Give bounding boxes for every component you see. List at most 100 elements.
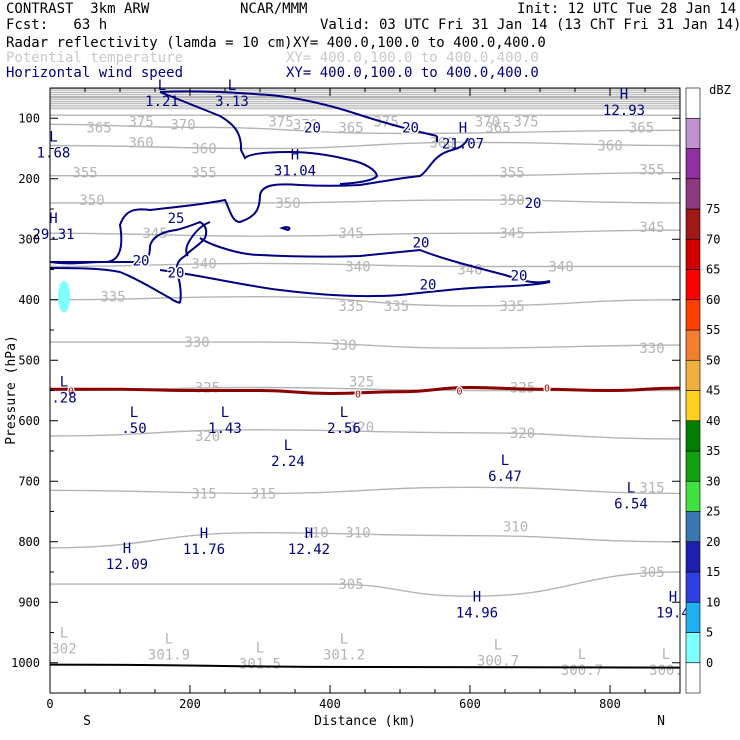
theta-label: 315 [639,480,664,496]
legend-swatch [685,480,701,512]
legend-level-label: 70 [706,232,720,246]
theta-contour-350 [49,199,681,204]
extremum-value: 21.07 [442,136,484,152]
extremum-type: L [578,647,586,663]
theta-label: 310 [345,526,370,542]
theta-contour-320 [49,429,681,440]
terrain-line [49,663,681,669]
legend-swatch [685,571,701,603]
y-tick-label: 400 [18,293,40,307]
legend-swatch [685,511,701,543]
theta-label: 335 [100,290,125,306]
theta-label: 350 [275,196,300,212]
theta-label: 310 [303,526,328,542]
extremum-l: L6.47 [488,453,522,485]
extremum-l: L3.13 [215,78,249,110]
legend-level-label: 65 [706,263,720,277]
extremum-value: .28 [51,391,76,407]
theta-label: 340 [548,259,573,275]
zero-contour-label: 0 [544,383,550,394]
extremum-value: 6.54 [614,496,648,512]
extremum-type: H [459,120,467,136]
echo-cell [58,280,70,313]
extremum-type: L [165,632,173,648]
theta-label: 335 [384,299,409,315]
legend-swatch [685,541,701,573]
extremum-l: L2.56 [327,405,361,437]
extremum-type: H [473,589,481,605]
theta-label: 370 [475,114,500,130]
zero-dbz-contour: 0 0 0 0 [50,280,681,402]
legend-level-label: 45 [706,384,720,398]
wind-contour-20-wave [49,137,469,265]
theta-label: 330 [184,335,209,351]
x-tick-label: 800 [599,697,621,711]
field1-xy: XY= 400.0,100.0 to 400.0,400.0 [293,35,546,51]
theta-contour-330 [50,341,681,349]
legend-swatch [685,117,701,149]
extremum-h: H12.09 [106,541,148,573]
extremum-h: H21.07 [442,120,484,152]
y-tick-label: 1000 [11,656,40,670]
wind-contour-label: 20 [304,120,321,136]
extremum-value: 1.43 [208,421,242,437]
theta-label: 330 [639,341,664,357]
theta-label: 320 [510,426,535,442]
extremum-type: L [256,641,264,657]
wind-contour-label: 20 [133,253,150,269]
extremum-value: 12.42 [288,542,330,558]
theta-label: 335 [499,299,524,315]
extremum-h: H19.4 [656,589,690,621]
extremum-type: L [228,78,236,94]
extremum-type: L [284,438,292,454]
forecast-hour: Fcst: 63 h [6,17,108,33]
theta-label: 305 [639,565,664,581]
legend-level-label: 40 [706,414,720,428]
extremum-type: H [669,589,677,605]
left-endpoint-label: S [83,714,91,729]
extremum-type: L [60,375,68,391]
x-tick-label: 400 [319,697,341,711]
model-title: CONTRAST 3km ARW [6,1,150,17]
extremum-l: L1.68 [37,129,71,161]
theta-contour-345 [49,229,681,237]
zero-contour-label: 0 [68,387,74,398]
extremum-type: L [158,78,166,94]
extremum-value: 3.13 [215,94,249,110]
theta-contour-310 [49,531,681,549]
extremum-l: L1.43 [208,405,242,437]
theta-contour-340 [49,262,680,268]
dbz-colorbar: dBZ 0 5 10 15 20 25 30 35 40 45 50 55 60 65 70 75 [685,83,731,694]
legend-level-label: 25 [706,505,720,519]
theta-contour-355 [50,172,681,177]
theta-label: 320 [349,420,374,436]
extremum-value: 14.96 [456,605,498,621]
legend-level-label: 30 [706,474,720,488]
extremum-value: 11.76 [183,542,225,558]
theta-label: 365 [338,120,363,136]
theta-contour-315 [49,486,681,495]
legend-swatch [685,390,701,422]
extremum-type: L [494,638,502,654]
theta-label: 370 [170,117,195,133]
extremum-type: H [49,211,57,227]
theta-label: 355 [639,163,664,179]
extremum-l: L2.24 [271,438,305,470]
extremum-h: H29.31 [32,211,74,243]
extremum-value: 301.2 [323,648,365,664]
extremum-type: L [49,129,57,145]
theta-label: 365 [629,120,654,136]
extremum-value: 1.21 [145,94,179,110]
wind-contour-label: 20 [420,278,437,294]
extremum-value: 31.04 [274,164,316,180]
legend-level-label: 15 [706,565,720,579]
extremum-h: H11.76 [183,526,225,558]
y-tick-label: 600 [18,414,40,428]
theta-label: 375 [128,114,153,130]
extremum-value: 1.68 [37,145,71,161]
wind-contour-20-base [159,269,551,298]
extremum-type: L [662,647,670,663]
